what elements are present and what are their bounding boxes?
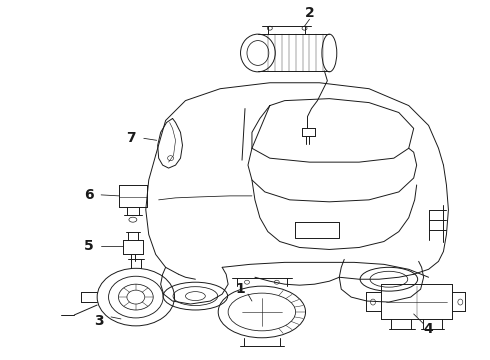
Text: 6: 6	[84, 188, 94, 202]
Text: 2: 2	[305, 6, 315, 20]
Text: 4: 4	[424, 322, 434, 336]
Text: 5: 5	[84, 239, 94, 253]
Text: 7: 7	[126, 131, 136, 145]
Text: 1: 1	[235, 282, 245, 296]
Text: 3: 3	[94, 314, 104, 328]
